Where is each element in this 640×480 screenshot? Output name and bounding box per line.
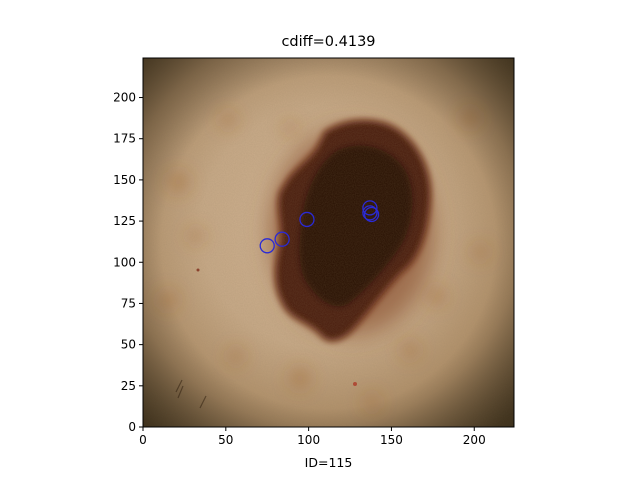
- y-tick-label: 50: [121, 338, 136, 352]
- x-tick-label: 100: [297, 433, 320, 447]
- x-axis-ticks: 0 50 100 150 200: [139, 427, 486, 447]
- x-tick-label: 0: [139, 433, 147, 447]
- x-tick-label: 150: [380, 433, 403, 447]
- scatter-point: [362, 200, 378, 216]
- y-tick-label: 150: [113, 173, 136, 187]
- scatter-markers: [259, 200, 380, 254]
- scatter-point: [259, 238, 275, 254]
- scatter-point: [299, 211, 315, 228]
- x-axis-label: ID=115: [304, 455, 353, 470]
- y-tick-label: 200: [113, 91, 136, 105]
- y-tick-label: 125: [113, 214, 136, 228]
- y-axis-ticks: 0 25 50 75 100 125 150 175 200: [113, 91, 143, 434]
- lesion-image: [143, 58, 514, 427]
- y-tick-label: 0: [128, 420, 136, 434]
- plot-frame: [142, 57, 515, 428]
- chart-title: cdiff=0.4139: [281, 34, 376, 50]
- y-tick-label: 100: [113, 255, 136, 269]
- scatter-point: [274, 231, 290, 247]
- x-tick-label: 200: [463, 433, 486, 447]
- y-tick-label: 75: [121, 296, 136, 310]
- y-tick-label: 175: [113, 132, 136, 146]
- scatter-point: [363, 206, 380, 223]
- y-tick-label: 25: [121, 379, 136, 393]
- x-tick-label: 50: [218, 433, 233, 447]
- scatter-point: [362, 205, 378, 221]
